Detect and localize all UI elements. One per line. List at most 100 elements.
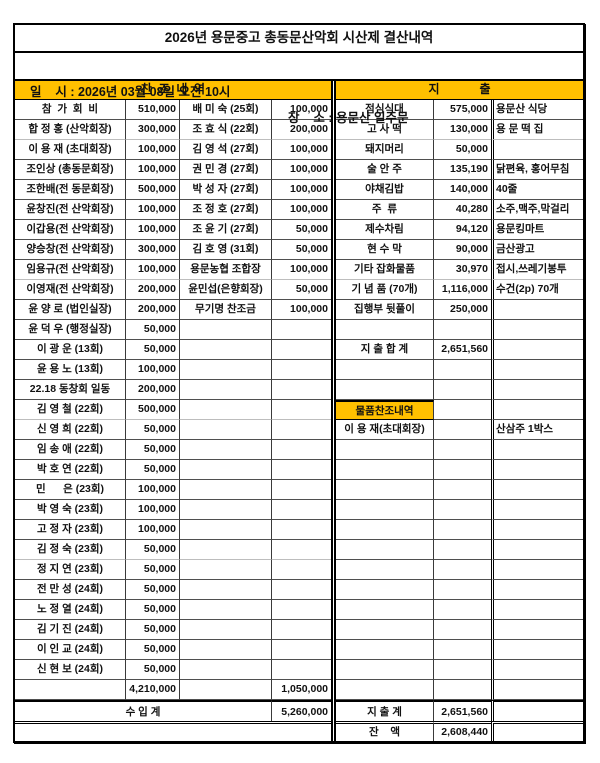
expense-amount-cell — [434, 560, 491, 580]
donor-name-cell: 윤창진(전 산악회장) — [15, 200, 126, 220]
expense-note-cell — [491, 300, 583, 320]
expense-item-cell — [336, 500, 434, 520]
donor-name-cell — [180, 640, 272, 660]
donor-amount-cell: 100,000 — [126, 160, 180, 180]
donor-amount-cell — [272, 360, 331, 380]
expense-total-amount: 2,651,560 — [434, 700, 491, 721]
donor-name-cell: 이갑용(전 산악회장) — [15, 220, 126, 240]
donor-amount-cell: 50,000 — [126, 640, 180, 660]
expense-amount-cell: 30,970 — [434, 260, 491, 280]
expense-note-cell: 산삼주 1박스 — [491, 420, 583, 440]
donor-name-cell — [180, 380, 272, 400]
donor-name-cell — [180, 340, 272, 360]
expense-item-cell — [336, 360, 434, 380]
expense-note-cell — [491, 620, 583, 640]
donor-name-cell: 이 인 교 (24회) — [15, 640, 126, 660]
donor-amount-cell: 100,000 — [126, 520, 180, 540]
donor-amount-cell: 200,000 — [126, 280, 180, 300]
expense-amount-cell — [434, 480, 491, 500]
donor-name-cell — [180, 540, 272, 560]
expense-note-cell — [491, 400, 583, 420]
expenses-header: 지 출 — [336, 81, 583, 100]
expense-amount-cell — [434, 420, 491, 440]
donor-amount-cell — [272, 580, 331, 600]
expense-item-cell: 주 류 — [336, 200, 434, 220]
donor-name-cell: 이 광 운 (13회) — [15, 340, 126, 360]
donor-amount-cell: 100,000 — [272, 300, 331, 320]
expense-amount-cell — [434, 660, 491, 680]
expense-amount-cell: 94,120 — [434, 220, 491, 240]
expense-amount-cell — [434, 400, 491, 420]
donor-amount-cell: 50,000 — [272, 240, 331, 260]
donor-amount-cell — [272, 500, 331, 520]
donor-amount-cell — [272, 520, 331, 540]
expense-item-cell — [336, 380, 434, 400]
expense-amount-cell — [434, 380, 491, 400]
expense-amount-cell — [434, 360, 491, 380]
expense-note-cell — [491, 500, 583, 520]
donor-amount-cell — [272, 340, 331, 360]
donor-name-cell: 참 가 회 비 — [15, 100, 126, 120]
expense-amount-cell — [434, 540, 491, 560]
expense-note-cell — [491, 560, 583, 580]
donor-amount-cell: 200,000 — [126, 300, 180, 320]
donor-name-cell: 양승창(전 산악회장) — [15, 240, 126, 260]
donor-name-cell: 전 만 성 (24회) — [15, 580, 126, 600]
expense-note-cell: 용문산 식당 — [491, 100, 583, 120]
expense-item-cell — [336, 580, 434, 600]
expense-amount-cell: 1,116,000 — [434, 280, 491, 300]
expense-amount-cell — [434, 680, 491, 700]
donor-amount-cell: 300,000 — [126, 120, 180, 140]
donor-name-cell: 권 민 경 (27회) — [180, 160, 272, 180]
income-total-amount: 5,260,000 — [272, 700, 331, 721]
goods-section-header-cell: 물품찬조내역 — [336, 400, 434, 420]
expense-total-label: 지 출 계 — [336, 700, 434, 721]
expense-amount-cell: 130,000 — [434, 120, 491, 140]
donor-amount-cell: 100,000 — [272, 140, 331, 160]
donor-amount-cell — [272, 600, 331, 620]
donor-amount-cell: 100,000 — [126, 220, 180, 240]
expense-item-cell — [336, 320, 434, 340]
donor-name-cell — [180, 400, 272, 420]
donor-amount-cell: 100,000 — [272, 100, 331, 120]
donor-amount-cell — [272, 380, 331, 400]
donor-amount-cell: 50,000 — [126, 320, 180, 340]
expense-amount-cell — [434, 320, 491, 340]
tables-container: 찬 조 내 역 참 가 회 비 510,000 배 미 숙 (25회) 100,000… — [15, 81, 583, 741]
expense-amount-cell: 575,000 — [434, 100, 491, 120]
donor-amount-cell: 50,000 — [126, 660, 180, 680]
expense-amount-cell: 140,000 — [434, 180, 491, 200]
expense-note-cell — [491, 540, 583, 560]
expense-note-cell: 닭편육, 홍어무침 — [491, 160, 583, 180]
donor-name-cell: 임 송 애 (22회) — [15, 440, 126, 460]
donor-amount-cell: 300,000 — [126, 240, 180, 260]
donor-name-cell: 조 정 호 (27회) — [180, 200, 272, 220]
donor-name-cell: 윤 양 로 (법인실장) — [15, 300, 126, 320]
donor-name-cell: 무기명 찬조금 — [180, 300, 272, 320]
expense-item-cell: 술 안 주 — [336, 160, 434, 180]
donor-amount-cell: 100,000 — [272, 160, 331, 180]
donor-amount-cell: 100,000 — [126, 200, 180, 220]
income-total-label: 수 입 계 — [15, 700, 272, 721]
expense-note-cell — [491, 580, 583, 600]
document-title: 2026년 용문중고 총동문산악회 시산제 결산내역 — [15, 25, 583, 53]
meta-place: 장 소 : 용문산 일주문 — [288, 111, 409, 125]
donor-name-cell: 신 현 보 (24회) — [15, 660, 126, 680]
donor-name-cell — [180, 680, 272, 700]
expense-amount-cell: 50,000 — [434, 140, 491, 160]
donations-header: 찬 조 내 역 — [15, 81, 331, 100]
donation-rows: 참 가 회 비 510,000 배 미 숙 (25회) 100,000 합 정 홍 (산… — [15, 100, 331, 700]
donor-name-cell — [180, 500, 272, 520]
donor-name-cell: 박 호 연 (22회) — [15, 460, 126, 480]
donor-name-cell — [180, 440, 272, 460]
donor-name-cell: 조 효 식 (22회) — [180, 120, 272, 140]
expense-rows: 점심식대 575,000 용문산 식당 고 사 떡 130,000 용 문 떡 집 돼지머리… — [336, 100, 583, 700]
donor-amount-cell: 50,000 — [126, 460, 180, 480]
income-total-row: 수 입 계 5,260,000 — [15, 700, 331, 721]
donor-name-cell: 윤 덕 우 (행정실장) — [15, 320, 126, 340]
expense-total-row: 지 출 계 2,651,560 — [336, 700, 583, 721]
donor-amount-cell — [272, 620, 331, 640]
donor-name-cell: 김 정 숙 (23회) — [15, 540, 126, 560]
expense-item-cell — [336, 480, 434, 500]
donor-amount-cell: 500,000 — [126, 180, 180, 200]
